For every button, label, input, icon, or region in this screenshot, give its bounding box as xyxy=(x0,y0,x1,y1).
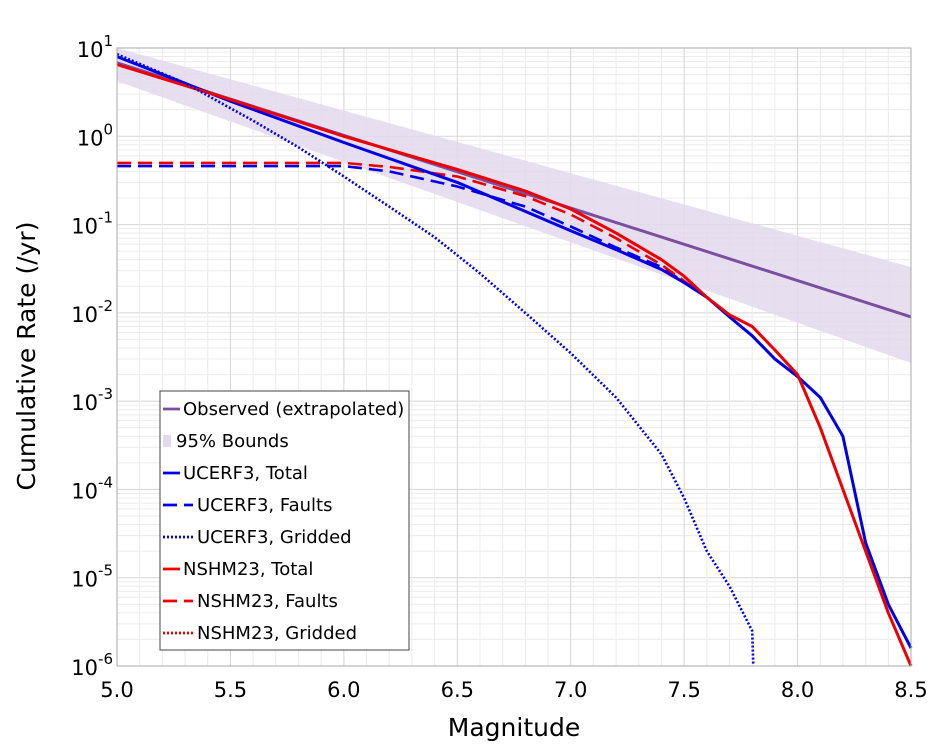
y-tick-label: 10-3 xyxy=(71,385,113,415)
legend-label: NSHM23, Gridded xyxy=(197,623,357,644)
y-tick-label: 10-5 xyxy=(71,562,113,592)
legend-label: UCERF3, Gridded xyxy=(197,527,352,548)
y-tick-labels: 101 100 10-1 10-2 10-3 10-4 10-5 10-6 xyxy=(71,32,113,680)
x-tick-labels: 5.0 5.5 6.0 6.5 7.0 7.5 8.0 8.5 xyxy=(100,678,927,702)
legend-label: UCERF3, Faults xyxy=(197,495,332,516)
legend-label: NSHM23, Faults xyxy=(197,591,338,612)
legend-label: NSHM23, Total xyxy=(183,559,313,580)
x-axis-title: Magnitude xyxy=(448,713,580,742)
x-tick-label: 6.5 xyxy=(441,678,474,702)
series-line xyxy=(116,63,913,667)
y-tick-label: 10-1 xyxy=(71,209,113,239)
series-line xyxy=(117,164,708,299)
legend-swatch xyxy=(163,435,171,447)
series-line xyxy=(117,161,708,299)
y-axis-title: Cumulative Rate (/yr) xyxy=(12,222,41,491)
x-tick-label: 6.0 xyxy=(327,678,360,702)
x-tick-label: 5.5 xyxy=(214,678,247,702)
legend: Observed (extrapolated) 95% Bounds UCERF3,… xyxy=(159,390,410,651)
legend-box xyxy=(159,390,410,651)
x-tick-label: 8.0 xyxy=(781,678,814,702)
legend-label: 95% Bounds xyxy=(176,431,289,452)
x-tick-label: 8.5 xyxy=(894,678,927,702)
legend-label: Observed (extrapolated) xyxy=(183,399,404,420)
y-tick-label: 10-2 xyxy=(71,297,113,327)
legend-label: UCERF3, Total xyxy=(183,463,308,484)
x-tick-label: 7.0 xyxy=(554,678,587,702)
series-line xyxy=(116,53,755,667)
x-tick-label: 5.0 xyxy=(100,678,133,702)
y-tick-label: 100 xyxy=(77,120,113,150)
series-layer xyxy=(116,53,913,667)
y-tick-label: 10-6 xyxy=(71,650,113,680)
y-tick-label: 10-4 xyxy=(71,473,113,503)
plot-frame xyxy=(116,47,912,667)
x-tick-label: 7.5 xyxy=(667,678,700,702)
y-tick-label: 101 xyxy=(77,32,113,62)
